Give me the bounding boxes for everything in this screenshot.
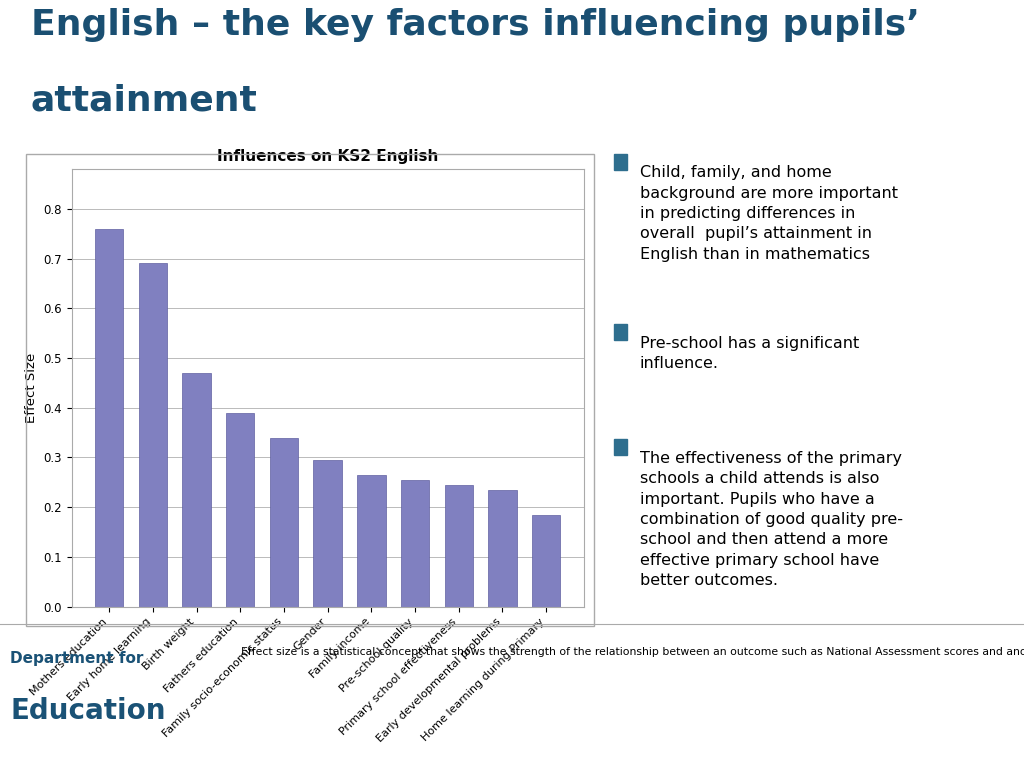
Text: Pre-school has a significant
influence.: Pre-school has a significant influence.	[640, 336, 859, 371]
Y-axis label: Effect Size: Effect Size	[25, 353, 38, 423]
Text: attainment: attainment	[31, 84, 258, 118]
Bar	[488, 490, 517, 607]
Bar	[444, 485, 473, 607]
Bar	[614, 439, 627, 455]
Text: English – the key factors influencing pupils’: English – the key factors influencing pu…	[31, 8, 920, 41]
Bar	[138, 263, 167, 607]
Title: Influences on KS2 English: Influences on KS2 English	[217, 149, 438, 164]
Bar	[95, 229, 123, 607]
Bar	[400, 480, 429, 607]
Text: Department for: Department for	[10, 651, 143, 667]
Bar	[532, 515, 560, 607]
Bar	[226, 412, 255, 607]
Text: Education: Education	[10, 697, 166, 725]
Text: Child, family, and home
background are more important
in predicting differences : Child, family, and home background are m…	[640, 165, 898, 262]
Bar	[614, 324, 627, 340]
Bar	[357, 475, 386, 607]
Text: The effectiveness of the primary
schools a child attends is also
important. Pupi: The effectiveness of the primary schools…	[640, 451, 903, 588]
Bar	[313, 460, 342, 607]
Bar	[269, 438, 298, 607]
Bar	[614, 154, 627, 170]
Bar	[182, 373, 211, 607]
Text: Effect size is a statistical concept that shows the strength of the relationship: Effect size is a statistical concept tha…	[241, 647, 1024, 657]
